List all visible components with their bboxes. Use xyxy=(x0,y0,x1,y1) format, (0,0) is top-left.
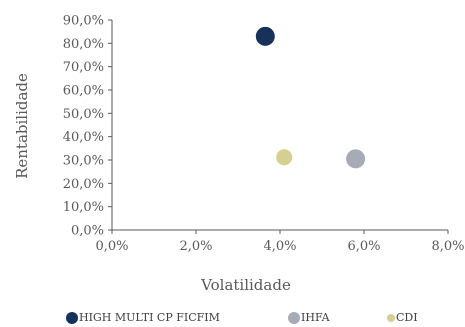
y-tick-label: 30,0% xyxy=(63,154,104,169)
legend-marker-icon xyxy=(66,311,78,324)
legend-label: IHFA xyxy=(301,311,330,324)
x-tick-label: 2,0% xyxy=(179,239,212,254)
y-tick-label: 90,0% xyxy=(63,14,104,29)
x-tick-label: 8,0% xyxy=(431,239,464,254)
data-point-cdi xyxy=(276,149,293,166)
y-tick-label: 20,0% xyxy=(63,177,104,192)
legend-marker-icon xyxy=(288,311,300,324)
scatter-chart: 0,0% 10,0% 20,0% 30,0% 40,0% 50,0% 60,0% 70,0% 8… xyxy=(13,14,465,295)
x-axis-title: Volatilidade xyxy=(200,276,291,294)
x-tick-label: 0,0% xyxy=(95,239,128,254)
x-tick-label: 4,0% xyxy=(263,239,296,254)
legend-item: CDI xyxy=(387,311,418,324)
x-axis-ticks: 0,0% 2,0% 4,0% 6,0% 8,0% xyxy=(95,230,465,254)
y-tick-label: 50,0% xyxy=(63,107,104,122)
legend-marker-icon xyxy=(387,313,395,322)
y-tick-label: 40,0% xyxy=(63,130,104,145)
legend-item: IHFA xyxy=(288,311,330,324)
data-point-high-multi-cp-ficfim xyxy=(255,26,275,46)
y-axis-title: Rentabilidade xyxy=(13,73,31,179)
y-tick-label: 10,0% xyxy=(63,200,104,215)
y-tick-label: 60,0% xyxy=(63,84,104,99)
data-points xyxy=(255,26,366,169)
legend-item: HIGH MULTI CP FICFIM xyxy=(66,311,220,324)
x-tick-label: 6,0% xyxy=(347,239,380,254)
legend-label: HIGH MULTI CP FICFIM xyxy=(79,311,220,324)
legend-label: CDI xyxy=(396,311,418,324)
legend: HIGH MULTI CP FICFIM IHFA CDI xyxy=(0,311,465,327)
data-point-ihfa xyxy=(346,149,366,169)
y-tick-label: 70,0% xyxy=(63,60,104,75)
y-tick-label: 80,0% xyxy=(63,37,104,52)
y-tick-label: 0,0% xyxy=(71,224,104,239)
y-axis-ticks: 0,0% 10,0% 20,0% 30,0% 40,0% 50,0% 60,0% 70,0% 8… xyxy=(63,14,112,239)
